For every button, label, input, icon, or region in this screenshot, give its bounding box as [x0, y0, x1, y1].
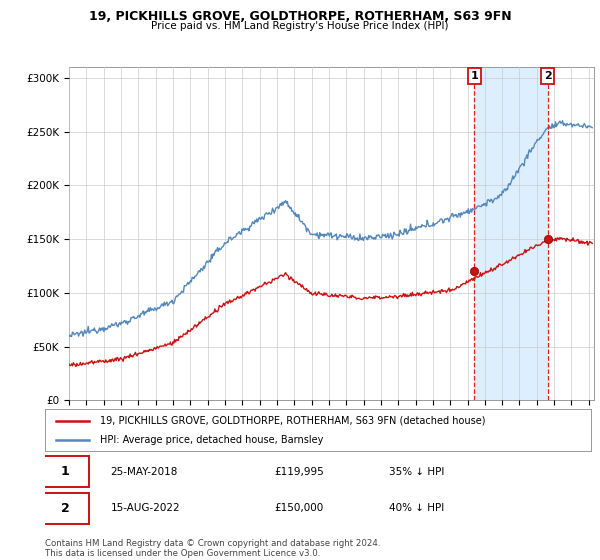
- Text: 19, PICKHILLS GROVE, GOLDTHORPE, ROTHERHAM, S63 9FN (detached house): 19, PICKHILLS GROVE, GOLDTHORPE, ROTHERH…: [100, 416, 485, 426]
- Text: HPI: Average price, detached house, Barnsley: HPI: Average price, detached house, Barn…: [100, 435, 323, 445]
- Text: Contains HM Land Registry data © Crown copyright and database right 2024.
This d: Contains HM Land Registry data © Crown c…: [45, 539, 380, 558]
- Bar: [474, 67, 548, 400]
- Text: 25-MAY-2018: 25-MAY-2018: [110, 467, 178, 477]
- Text: 2: 2: [544, 71, 551, 81]
- FancyBboxPatch shape: [42, 493, 89, 524]
- Text: Price paid vs. HM Land Registry's House Price Index (HPI): Price paid vs. HM Land Registry's House …: [151, 21, 449, 31]
- Text: 19, PICKHILLS GROVE, GOLDTHORPE, ROTHERHAM, S63 9FN: 19, PICKHILLS GROVE, GOLDTHORPE, ROTHERH…: [89, 10, 511, 23]
- Text: 15-AUG-2022: 15-AUG-2022: [110, 503, 180, 513]
- Text: 35% ↓ HPI: 35% ↓ HPI: [389, 467, 445, 477]
- Text: £150,000: £150,000: [274, 503, 323, 513]
- Text: £119,995: £119,995: [274, 467, 324, 477]
- Text: 1: 1: [61, 465, 70, 478]
- Text: 40% ↓ HPI: 40% ↓ HPI: [389, 503, 444, 513]
- Text: 2: 2: [61, 502, 70, 515]
- FancyBboxPatch shape: [42, 456, 89, 487]
- Text: 1: 1: [470, 71, 478, 81]
